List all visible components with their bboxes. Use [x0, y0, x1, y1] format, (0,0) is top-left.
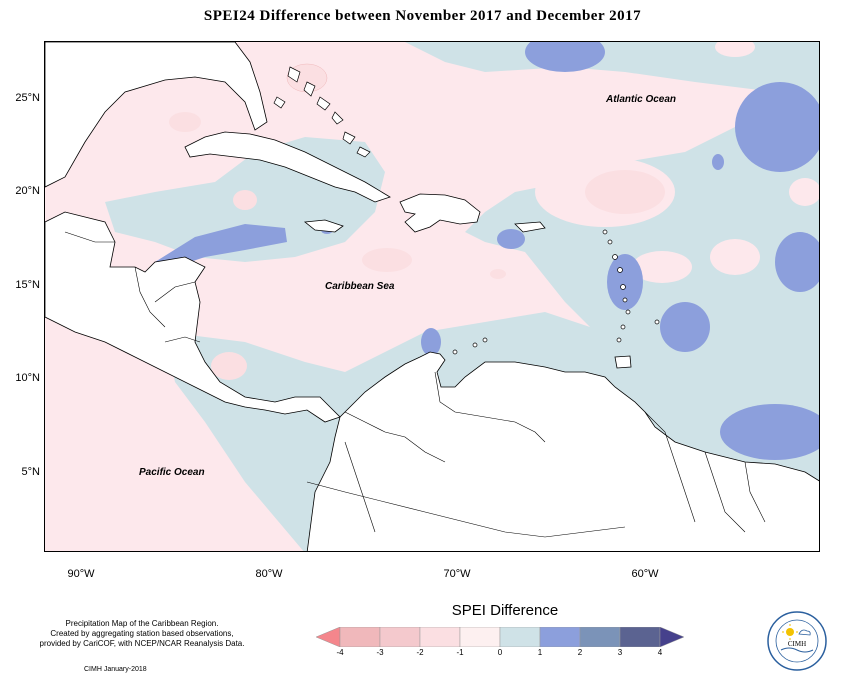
- negative-patch-top: [715, 42, 755, 57]
- land-trinidad: [614, 355, 632, 369]
- land-lesser-antilles: [452, 229, 660, 355]
- positive-patch-windward: [607, 254, 643, 310]
- negative-patch-puerto-rico: [585, 170, 665, 214]
- longitude-label: 90°W: [67, 568, 95, 580]
- land-puerto-rico: [514, 221, 546, 233]
- legend-title: SPEI Difference: [451, 602, 559, 619]
- negative-patch-gulf: [169, 112, 201, 132]
- land-hispaniola: [399, 193, 481, 233]
- legend-tick: -4: [336, 648, 344, 657]
- positive-patch-guianas: [720, 404, 819, 460]
- land-bahamas: [273, 66, 371, 158]
- map-panel: [44, 41, 820, 552]
- legend-swatch: [619, 627, 661, 647]
- land-south-america: [306, 351, 819, 551]
- land-north-america: [45, 42, 268, 188]
- legend-swatch-gt-4: [659, 627, 684, 647]
- credits-date: CIMH January-2018: [84, 666, 147, 673]
- legend-tick: -3: [376, 648, 384, 657]
- land-jamaica: [303, 219, 344, 233]
- legend-tick: -1: [456, 648, 464, 657]
- legend-tick: -2: [416, 648, 424, 657]
- latitude-label: 25°N: [15, 92, 40, 104]
- positive-patch-atlantic-east: [735, 82, 819, 172]
- latitude-label: 10°N: [15, 372, 40, 384]
- legend-tick: 3: [617, 648, 623, 657]
- longitude-label: 70°W: [443, 568, 471, 580]
- legend-tick: 4: [657, 648, 663, 657]
- positive-patch-north: [525, 42, 605, 72]
- legend-swatch: [499, 627, 541, 647]
- positive-patch-guajira: [421, 328, 441, 356]
- credits-line: Created by aggregating station based obs…: [50, 629, 234, 638]
- negative-patch-small: [490, 269, 506, 279]
- credits-line: Precipitation Map of the Caribbean Regio…: [65, 619, 219, 628]
- negative-patch-antilles: [632, 251, 692, 283]
- land-cuba: [184, 131, 391, 203]
- legend-tick: 0: [497, 648, 503, 657]
- longitude-label: 60°W: [631, 568, 659, 580]
- longitude-label: 80°W: [255, 568, 283, 580]
- positive-patch-small-east: [712, 154, 724, 170]
- legend-swatch-lt-4: [316, 627, 341, 647]
- negative-patch-cayman: [233, 190, 257, 210]
- pacific-ocean-label: Pacific Ocean: [139, 467, 205, 478]
- spei-map: [45, 42, 819, 551]
- legend-swatch: [419, 627, 461, 647]
- credits-line: provided by CariCOF, with NCEP/NCAR Rean…: [39, 639, 245, 648]
- country-borders: [64, 231, 766, 538]
- negative-patch-far-east: [789, 178, 819, 206]
- negative-patch-panama: [211, 352, 247, 380]
- map-title: SPEI24 Difference between November 2017 …: [203, 8, 642, 24]
- negative-patch-atlantic: [450, 102, 520, 142]
- positive-patch-atlantic-southeast: [775, 232, 819, 292]
- legend-swatch: [379, 627, 421, 647]
- map-credits: Precipitation Map of the Caribbean Regio…: [22, 619, 262, 649]
- positive-patch-barbados: [660, 302, 710, 352]
- caribbean-sea-label: Caribbean Sea: [325, 281, 395, 292]
- legend-tick: 1: [537, 648, 543, 657]
- legend-swatch: [459, 627, 501, 647]
- legend-swatch: [339, 627, 381, 647]
- legend-tick: 2: [577, 648, 583, 657]
- positive-patch-honduras: [155, 224, 287, 267]
- logo-text: CIMH: [788, 640, 806, 648]
- latitude-label: 5°N: [21, 466, 40, 478]
- latitude-label: 15°N: [15, 279, 40, 291]
- land-central-america: [45, 211, 341, 423]
- legend-swatch: [579, 627, 621, 647]
- negative-patch-caribbean-central: [362, 248, 412, 272]
- negative-patch-leeward: [710, 239, 760, 275]
- cimh-logo-icon: CIMH: [767, 611, 827, 671]
- positive-patch-virgin-islands: [497, 229, 525, 249]
- legend-colorbar: [316, 627, 684, 647]
- latitude-label: 20°N: [15, 185, 40, 197]
- atlantic-ocean-label: Atlantic Ocean: [606, 94, 677, 105]
- legend-swatch: [539, 627, 581, 647]
